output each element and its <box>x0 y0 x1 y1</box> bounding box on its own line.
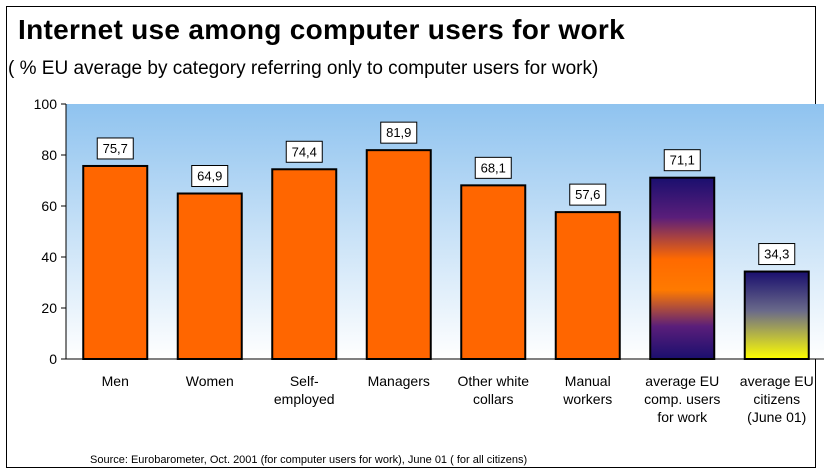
bar <box>649 176 716 360</box>
bar <box>743 270 810 360</box>
data-label: 57,6 <box>575 187 600 202</box>
data-label-box <box>474 156 512 179</box>
category-label: Managers <box>368 373 430 389</box>
data-label-box <box>96 137 134 160</box>
category-label: average EU comp. users for work <box>644 373 720 425</box>
data-label-box <box>569 183 607 206</box>
data-label: 71,1 <box>670 153 695 168</box>
data-label: 64,9 <box>197 169 222 184</box>
y-tick-label: 100 <box>34 96 58 112</box>
bar <box>460 184 527 360</box>
data-label-box <box>380 121 418 144</box>
bars: 75,7 64,9 74,4 81,9 68,1 57,6 71,1 34,3 <box>82 121 810 360</box>
category-label: Self-employed <box>274 373 335 407</box>
data-label: 34,3 <box>764 247 789 262</box>
bar <box>82 164 149 360</box>
category-label: Manual workers <box>562 373 612 407</box>
chart-title: Internet use among computer users for wo… <box>18 14 625 45</box>
source-note: Source: Eurobarometer, Oct. 2001 (for co… <box>90 454 528 466</box>
category-label: Men <box>102 373 129 389</box>
data-label: 75,7 <box>103 141 128 156</box>
y-tick-label: 60 <box>41 198 57 214</box>
category-label: Other white collars <box>457 373 529 407</box>
bar <box>176 192 243 360</box>
y-tick-label: 0 <box>49 351 57 367</box>
data-label: 68,1 <box>481 160 506 175</box>
data-label-box <box>285 140 323 163</box>
data-label: 81,9 <box>386 125 411 140</box>
data-label-box <box>663 149 701 172</box>
data-label-box <box>758 243 796 266</box>
category-label: average EU citizens (June 01) <box>740 373 814 425</box>
category-label: Women <box>186 373 234 389</box>
bar <box>365 149 432 360</box>
y-tick-label: 80 <box>41 147 57 163</box>
bar <box>271 168 338 360</box>
data-label: 74,4 <box>292 144 317 159</box>
chart-subtitle: ( % EU average by category referring onl… <box>8 58 599 79</box>
y-tick-label: 40 <box>41 249 57 265</box>
data-label-box <box>191 165 229 188</box>
category-labels: Men Women Self-employed Managers Other white… <box>102 373 814 425</box>
bar <box>554 211 621 360</box>
y-tick-label: 20 <box>41 300 57 316</box>
